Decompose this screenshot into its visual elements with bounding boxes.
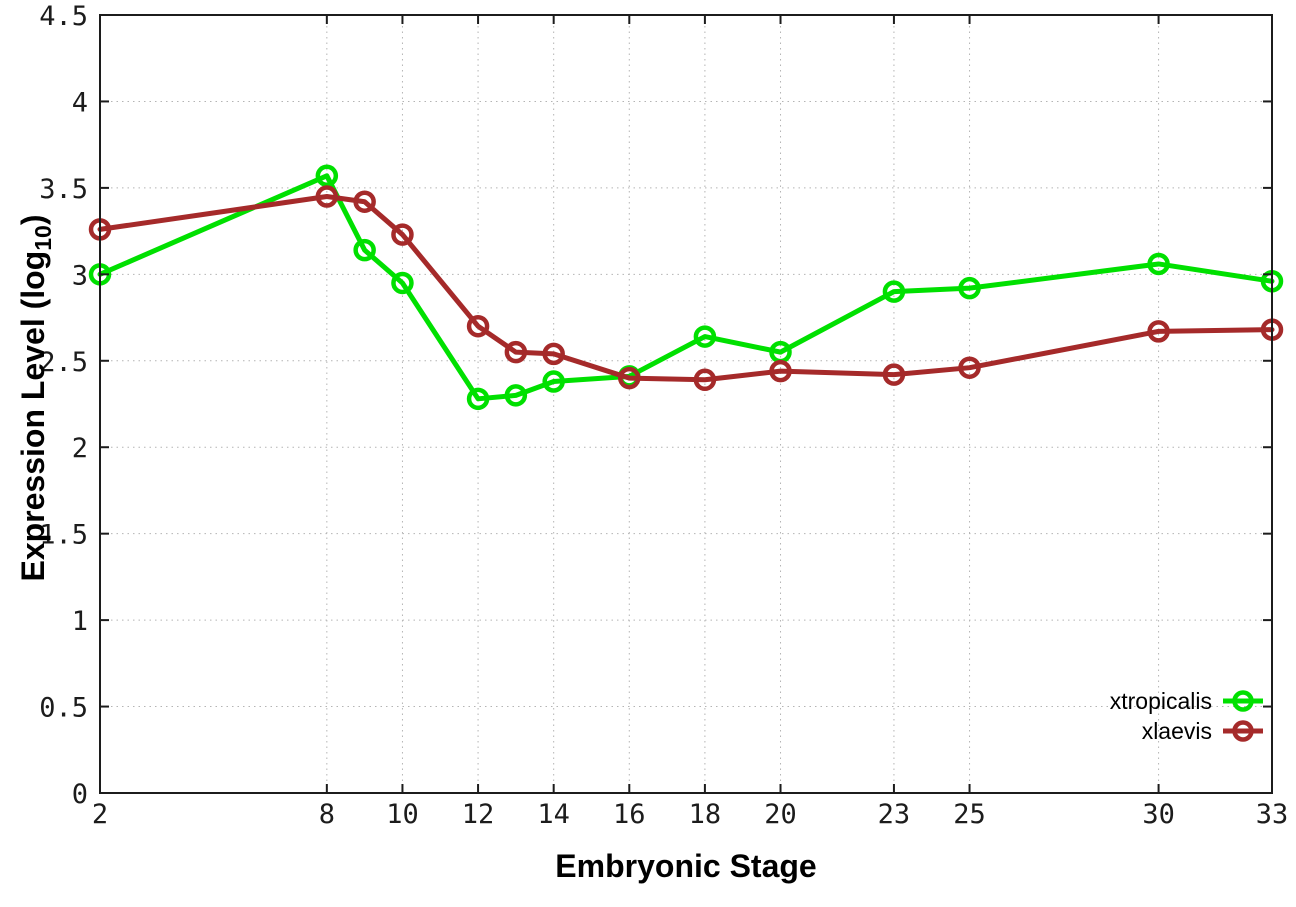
x-tick-label: 8 [319,799,335,830]
data-point-xtropicalis [504,384,528,407]
data-point-xtropicalis [542,370,565,393]
legend-sample-marker [1232,690,1254,712]
series-line-xtropicalis [97,173,1275,402]
data-point-xtropicalis [693,325,717,348]
x-tick-label: 2 [92,799,108,830]
y-tick-label: 3.5 [39,174,88,205]
legend: xtropicalis xlaevis [1110,686,1264,746]
x-tick-label: 14 [537,799,570,830]
legend-sample-xtropicalis [1223,690,1263,712]
data-point-xlaevis [391,223,414,246]
data-point-xtropicalis [391,271,414,295]
x-tick-label: 16 [613,799,646,830]
data-point-xtropicalis [353,238,376,262]
plot-border [99,14,1273,794]
data-point-xlaevis [315,185,339,208]
x-tick-label: 30 [1142,799,1175,830]
data-point-xlaevis [353,190,376,213]
series-line-xlaevis [97,194,1275,383]
data-point-xlaevis [958,356,981,379]
y-tick-label: 1 [72,606,88,637]
legend-sample-marker [1232,720,1254,742]
x-tick-label: 12 [462,799,495,830]
y-axis-title-subscript: 10 [30,225,57,251]
data-point-xlaevis [882,363,906,386]
data-point-xtropicalis [466,387,490,411]
y-axis-title: Expression Level (log10) [15,214,57,581]
y-axis-title-suffix: ) [14,214,51,226]
legend-label: xlaevis [1141,718,1212,744]
y-tick-label: 2 [72,433,88,464]
x-tick-label: 20 [764,799,797,830]
x-tick-label: 25 [953,799,986,830]
legend-item-xtropicalis: xtropicalis [1110,686,1264,716]
y-tick-label: 2.5 [39,347,88,378]
data-point-xlaevis [466,314,490,338]
data-point-xtropicalis [882,280,906,303]
data-point-xtropicalis [958,276,981,300]
x-tick-label: 33 [1256,799,1289,830]
y-tick-label: 4.5 [39,1,88,32]
data-point-xlaevis [542,342,565,366]
y-tick-label: 1.5 [39,520,88,551]
data-point-xlaevis [769,359,792,383]
legend-label: xtropicalis [1109,688,1212,714]
data-point-xlaevis [504,340,528,364]
data-point-xtropicalis [1147,252,1170,276]
x-tick-label: 18 [689,799,722,830]
y-tick-label: 3 [72,260,88,291]
data-point-xlaevis [1147,320,1170,343]
legend-item-xlaevis: xlaevis [1110,716,1264,746]
x-tick-label: 10 [386,799,419,830]
y-tick-label: 0.5 [39,693,88,724]
x-tick-label: 23 [878,799,911,830]
y-tick-label: 0 [72,779,88,810]
y-axis-title-text: Expression Level (log [14,250,51,582]
x-axis-title: Embryonic Stage [555,848,817,884]
y-tick-label: 4 [72,87,88,118]
data-point-xlaevis [693,368,717,392]
data-point-xtropicalis [315,164,339,188]
legend-sample-xlaevis [1223,720,1263,742]
data-point-xlaevis [618,366,641,390]
